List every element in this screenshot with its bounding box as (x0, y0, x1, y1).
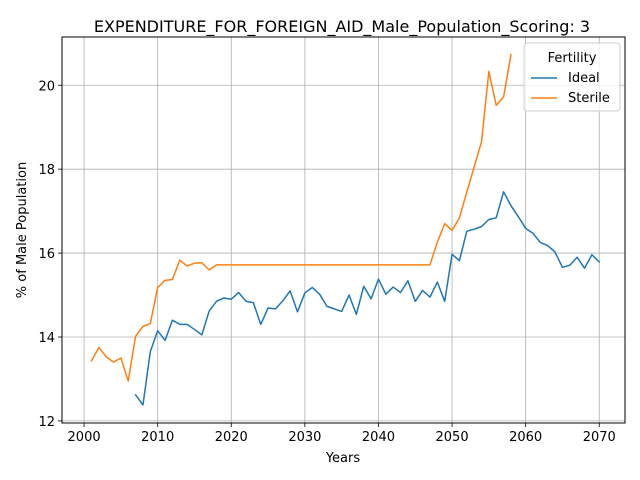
y-axis-label: % of Male Population (15, 162, 30, 298)
x-tick-label: 2040 (362, 430, 395, 445)
legend-title: Fertility (548, 51, 597, 66)
legend-box (523, 42, 621, 112)
x-tick-label: 2030 (288, 430, 321, 445)
y-tick-label: 12 (38, 415, 55, 430)
legend-label-sterile: Sterile (568, 91, 610, 106)
y-tick-label: 18 (38, 163, 55, 178)
legend-label-ideal: Ideal (568, 71, 600, 86)
x-tick-label: 2070 (583, 430, 616, 445)
x-axis-label: Years (325, 451, 361, 466)
x-tick-label: 2000 (68, 430, 101, 445)
axis-ticks: 2000 2010 2020 2030 2040 2050 2060 2070 12 14 16 18… (38, 79, 615, 445)
y-tick-label: 16 (38, 247, 55, 262)
y-tick-label: 20 (38, 79, 55, 94)
plot-frame (61, 36, 626, 424)
chart-title: EXPENDITURE_FOR_FOREIGN_AID_Male_Populat… (94, 17, 590, 37)
x-tick-label: 2010 (141, 430, 174, 445)
x-tick-label: 2060 (509, 430, 542, 445)
x-tick-label: 2020 (215, 430, 248, 445)
series-line-ideal (134, 191, 601, 406)
y-tick-label: 14 (38, 331, 55, 346)
legend: Fertility Ideal Sterile (523, 42, 621, 112)
series-line-sterile (90, 53, 512, 382)
series-lines (90, 53, 601, 406)
x-tick-label: 2050 (436, 430, 469, 445)
